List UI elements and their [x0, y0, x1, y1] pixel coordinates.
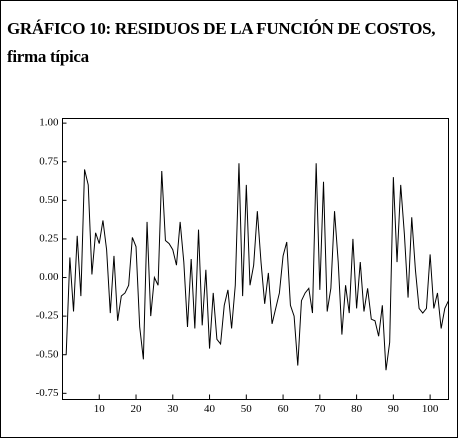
y-tick-label: -0.75: [36, 387, 59, 399]
chart-title: GRÁFICO 10: RESIDUOS DE LA FUNCIÓN DE CO…: [7, 19, 436, 66]
x-tick-label: 30: [167, 403, 179, 415]
plot-frame: [62, 118, 449, 400]
y-tick-label: 1.00: [39, 117, 59, 129]
x-tick-label: 70: [314, 403, 326, 415]
series-line: [65, 163, 449, 371]
y-tick-label: 0.75: [39, 155, 59, 167]
x-tick-label: 100: [422, 403, 439, 415]
y-tick-label: -0.50: [36, 348, 59, 360]
x-tick-label: 50: [241, 403, 253, 415]
x-tick-label: 90: [388, 403, 400, 415]
y-tick-label: 0.25: [39, 232, 59, 244]
x-tick-label: 60: [278, 403, 290, 415]
y-tick-label: 0.50: [39, 194, 59, 206]
x-tick-label: 80: [351, 403, 363, 415]
y-tick-label: 0.00: [39, 271, 59, 283]
y-tick-label: -0.25: [36, 310, 59, 322]
x-tick-label: 40: [204, 403, 216, 415]
x-tick-label: 20: [131, 403, 143, 415]
x-tick-label: 10: [94, 403, 106, 415]
